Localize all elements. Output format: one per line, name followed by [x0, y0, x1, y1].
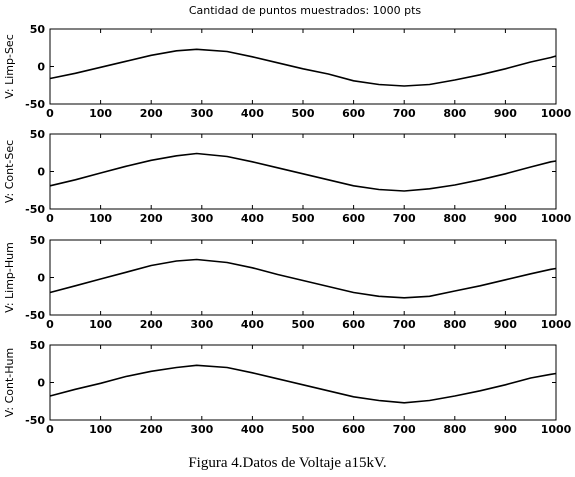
- x-tick-label: 900: [494, 107, 517, 120]
- subplot-1: 0 100 200 300 400 500 600 700 800 900 1000-50050V:…: [3, 23, 572, 120]
- x-tick-label: 100: [89, 318, 112, 331]
- x-tick-label: 500: [292, 107, 315, 120]
- y-tick-label: -50: [25, 98, 45, 111]
- x-tick-label: 800: [443, 423, 466, 436]
- y-tick-label: 0: [37, 61, 45, 74]
- x-tick-label: 300: [190, 318, 213, 331]
- y-tick-label: 50: [30, 128, 46, 141]
- y-axis-label: V: Cont-Hum: [3, 348, 16, 417]
- y-tick-label: 50: [30, 339, 46, 352]
- x-tick-label: 200: [140, 212, 163, 225]
- y-tick-label: 0: [37, 377, 45, 390]
- y-axis-label: V: Limp-Sec: [3, 34, 16, 98]
- y-tick-label: -50: [25, 309, 45, 322]
- figure-caption: Figura 4.Datos de Voltaje a15kV.: [188, 455, 387, 471]
- x-tick-label: 0: [46, 318, 54, 331]
- x-tick-label: 600: [342, 423, 365, 436]
- x-tick-label: 400: [241, 423, 264, 436]
- x-tick-label: 600: [342, 107, 365, 120]
- x-tick-label: 900: [494, 423, 517, 436]
- x-tick-label: 400: [241, 212, 264, 225]
- x-tick-label: 1000: [541, 318, 572, 331]
- x-tick-label: 800: [443, 212, 466, 225]
- y-axis-label: V: Limp-Hum: [3, 242, 16, 313]
- x-tick-label: 500: [292, 423, 315, 436]
- x-tick-label: 300: [190, 107, 213, 120]
- x-tick-label: 200: [140, 318, 163, 331]
- voltage-series-line: [49, 364, 557, 404]
- subplot-2: 0 100 200 300 400 500 600 700 800 900 1000-50050V:…: [3, 128, 572, 225]
- voltage-series-line: [49, 258, 557, 299]
- x-tick-label: 1000: [541, 107, 572, 120]
- x-tick-label: 200: [140, 423, 163, 436]
- x-tick-label: 100: [89, 423, 112, 436]
- voltage-series-line: [49, 152, 557, 192]
- x-tick-label: 700: [393, 423, 416, 436]
- voltage-series-line: [49, 48, 557, 87]
- x-tick-label: 400: [241, 318, 264, 331]
- x-tick-label: 600: [342, 212, 365, 225]
- y-tick-label: -50: [25, 203, 45, 216]
- x-tick-label: 700: [393, 212, 416, 225]
- x-tick-label: 800: [443, 107, 466, 120]
- x-tick-label: 100: [89, 212, 112, 225]
- x-tick-label: 100: [89, 107, 112, 120]
- x-tick-label: 300: [190, 212, 213, 225]
- x-tick-label: 0: [46, 107, 54, 120]
- x-tick-label: 1000: [541, 212, 572, 225]
- x-tick-label: 900: [494, 318, 517, 331]
- subplot-3: 0 100 200 300 400 500 600 700 800 900 1000-50050V:…: [3, 234, 572, 331]
- y-axis-label: V: Cont-Sec: [3, 140, 16, 203]
- axes-frame: [49, 344, 557, 421]
- x-tick-label: 500: [292, 318, 315, 331]
- x-tick-label: 800: [443, 318, 466, 331]
- subplot-4: 0 100 200 300 400 500 600 700 800 900 1000-50050V:…: [3, 339, 572, 436]
- x-tick-label: 500: [292, 212, 315, 225]
- x-tick-label: 200: [140, 107, 163, 120]
- x-tick-label: 700: [393, 107, 416, 120]
- axes-frame: [49, 28, 557, 105]
- x-tick-label: 300: [190, 423, 213, 436]
- y-tick-label: -50: [25, 414, 45, 427]
- x-tick-label: 1000: [541, 423, 572, 436]
- figure-title: Cantidad de puntos muestrados: 1000 pts: [189, 4, 422, 17]
- y-tick-label: 50: [30, 234, 46, 247]
- x-tick-label: 400: [241, 107, 264, 120]
- y-tick-label: 0: [37, 166, 45, 179]
- y-tick-label: 0: [37, 272, 45, 285]
- x-tick-label: 900: [494, 212, 517, 225]
- x-tick-label: 0: [46, 212, 54, 225]
- x-tick-label: 600: [342, 318, 365, 331]
- x-tick-label: 0: [46, 423, 54, 436]
- y-tick-label: 50: [30, 23, 46, 36]
- axes-frame: [49, 133, 557, 210]
- axes-frame: [49, 239, 557, 316]
- x-tick-label: 700: [393, 318, 416, 331]
